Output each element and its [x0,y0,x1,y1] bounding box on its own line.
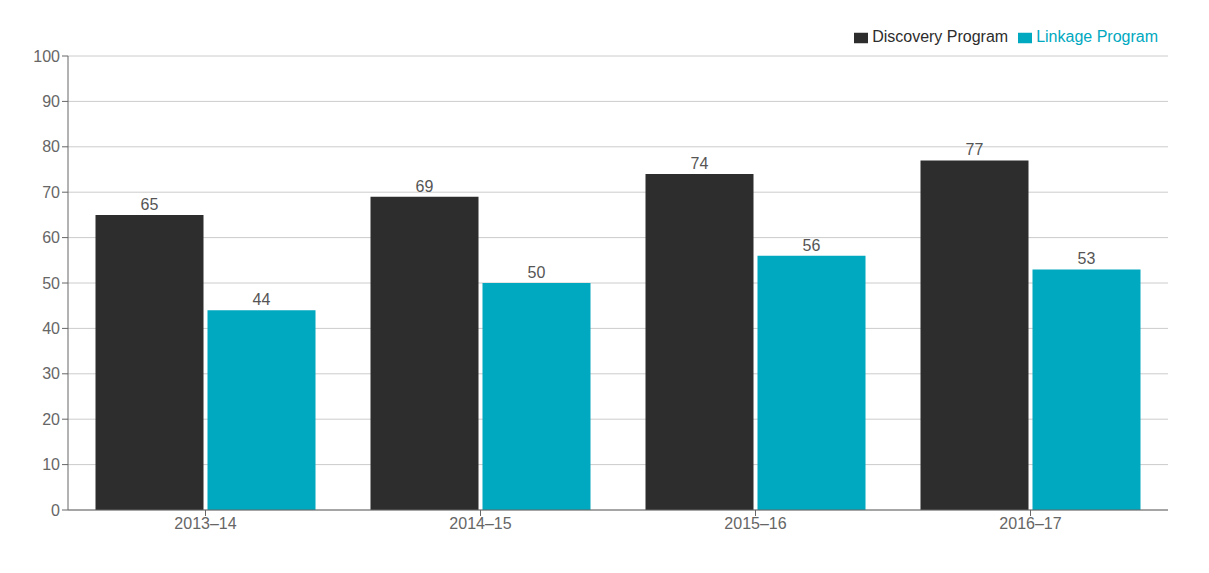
svg-text:77: 77 [966,141,984,158]
svg-text:65: 65 [141,196,159,213]
svg-text:70: 70 [42,184,60,201]
html-text:Discovery Program: Discovery Program [872,28,1009,45]
svg-text:50: 50 [528,264,546,281]
svg-text:74: 74 [691,155,709,172]
svg-text:2014–15: 2014–15 [449,515,511,532]
svg-text:30: 30 [42,365,60,382]
svg-text:40: 40 [42,320,60,337]
svg-text:44: 44 [253,291,271,308]
svg-text:100: 100 [33,48,60,65]
svg-text:69: 69 [416,178,434,195]
html-text:Linkage Program: Linkage Program [1036,28,1158,45]
svg-text:53: 53 [1078,250,1096,267]
svg-text:0: 0 [51,502,60,519]
svg-text:56: 56 [803,237,821,254]
svg-text:90: 90 [42,93,60,110]
svg-text:60: 60 [42,229,60,246]
svg-text:10: 10 [42,456,60,473]
svg-text:2016–17: 2016–17 [999,515,1061,532]
svg-text:80: 80 [42,138,60,155]
svg-text:2015–16: 2015–16 [724,515,786,532]
svg-text:2013–14: 2013–14 [174,515,236,532]
svg-text:20: 20 [42,411,60,428]
svg-text:50: 50 [42,275,60,292]
